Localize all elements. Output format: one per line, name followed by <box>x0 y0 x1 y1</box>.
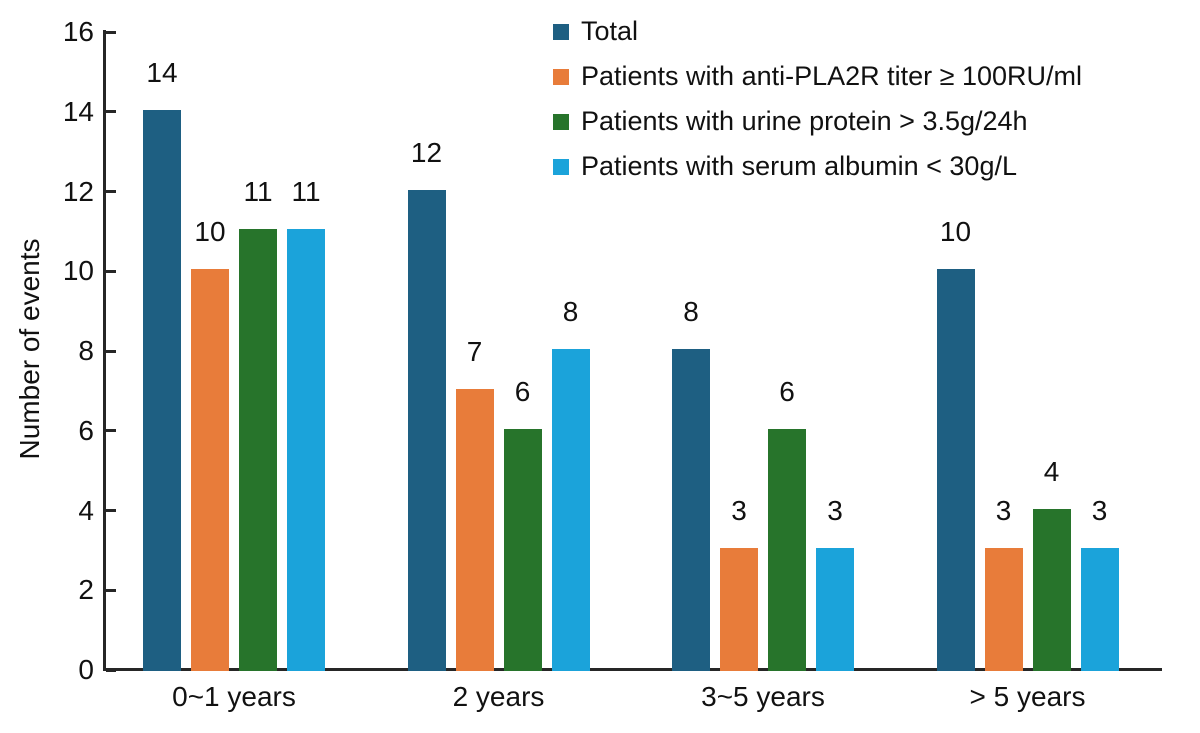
bar <box>720 548 758 671</box>
y-axis-tick-label: 16 <box>62 16 94 47</box>
y-axis-tick <box>106 349 116 353</box>
y-axis-tick <box>106 509 116 512</box>
x-axis-line <box>103 668 1162 671</box>
bar-value-label: 10 <box>194 216 226 248</box>
legend-item: Patients with anti-PLA2R titer ≥ 100RU/m… <box>553 62 1082 91</box>
legend-item: Total <box>553 17 1082 46</box>
bar-value-label: 3 <box>731 495 747 527</box>
x-axis-category-label: 0~1 years <box>172 681 296 712</box>
y-axis-tick <box>106 429 116 433</box>
legend-item: Patients with urine protein > 3.5g/24h <box>553 107 1082 136</box>
bar-value-label: 7 <box>466 335 483 367</box>
y-axis-tick <box>106 668 116 672</box>
legend-item: Patients with serum albumin < 30g/L <box>553 152 1082 181</box>
bar <box>984 548 1023 671</box>
bar <box>1032 508 1071 671</box>
y-axis-tick-label: 6 <box>78 414 94 446</box>
bar-value-label: 3 <box>827 495 843 527</box>
legend-label: Patients with urine protein > 3.5g/24h <box>581 106 1028 136</box>
y-axis-tick <box>106 588 116 592</box>
bar-value-label: 10 <box>939 216 972 248</box>
y-axis-line <box>103 30 106 671</box>
bar <box>503 428 542 671</box>
legend-label: Patients with anti-PLA2R titer ≥ 100RU/m… <box>581 61 1083 91</box>
legend-swatch <box>553 68 569 85</box>
y-axis-tick-label: 10 <box>62 255 94 287</box>
legend-swatch <box>553 23 569 40</box>
y-axis-tick <box>106 30 116 34</box>
bar-value-label: 14 <box>146 56 178 88</box>
bar-value-label: 3 <box>1091 495 1108 527</box>
legend-swatch <box>553 158 569 175</box>
bar <box>936 269 975 671</box>
legend-label: Patients with serum albumin < 30g/L <box>581 151 1017 181</box>
y-axis-tick-label: 8 <box>78 335 94 366</box>
bar <box>551 349 590 671</box>
y-axis-tick-label: 4 <box>78 494 94 526</box>
y-axis-tick-label: 14 <box>62 95 94 127</box>
legend-swatch <box>553 113 569 130</box>
bar-value-label: 8 <box>683 296 699 327</box>
bar <box>407 189 446 671</box>
bar <box>191 269 229 671</box>
bar <box>143 109 181 671</box>
x-axis-category-label: 2 years <box>452 681 545 712</box>
bar <box>455 388 494 671</box>
bar-value-label: 6 <box>514 375 531 407</box>
y-axis-tick <box>106 269 116 273</box>
bar <box>672 349 710 671</box>
y-axis-tick <box>106 190 116 193</box>
bar-value-label: 4 <box>1043 455 1060 487</box>
bar-value-label: 8 <box>562 296 579 327</box>
bar <box>816 548 854 671</box>
bar-value-label: 3 <box>995 495 1012 527</box>
bar <box>239 229 277 671</box>
legend-label: Total <box>581 16 639 46</box>
bar <box>287 229 325 671</box>
legend: Total Patients with anti-PLA2R titer ≥ 10… <box>553 17 1082 197</box>
x-axis-category-label: 3~5 years <box>701 681 825 712</box>
bar-value-label: 6 <box>779 375 795 407</box>
bar-value-label: 11 <box>291 176 321 208</box>
y-axis-tick-label: 12 <box>62 175 94 207</box>
bar-value-label: 11 <box>243 176 273 208</box>
y-axis-tick-label: 2 <box>78 574 94 606</box>
bar <box>768 428 806 671</box>
y-axis-tick <box>106 110 116 114</box>
x-axis-category-label: > 5 years <box>969 681 1086 712</box>
y-axis-tick-label: 0 <box>78 654 94 685</box>
bar-value-label: 12 <box>410 136 443 168</box>
bar <box>1080 548 1119 671</box>
